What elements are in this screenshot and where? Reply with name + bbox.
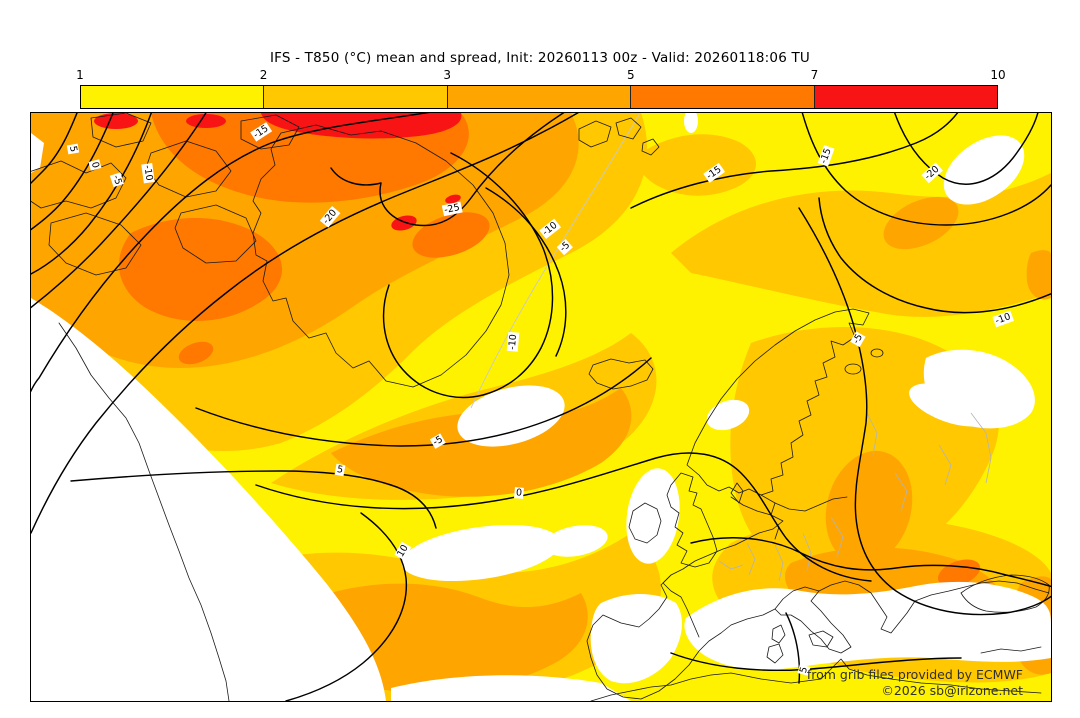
colorbar-segment [81, 86, 265, 108]
colorbar-segment [631, 86, 815, 108]
colorbar-segment [264, 86, 448, 108]
attribution: from grib files provided by ECMWF ©2026 … [807, 667, 1023, 699]
colorbar-tick: 10 [990, 68, 1006, 82]
colorbar-tick: 3 [443, 68, 452, 82]
colorbar: 1 2 3 5 7 10 [76, 68, 1006, 112]
colorbar-tick: 2 [259, 68, 268, 82]
attribution-line2: ©2026 sb@irizone.net [881, 683, 1023, 698]
map-panel: 5 0 -5 -10 -15 -20 -25 -10 -5 -10 -15 -15 -20 -10 -5 -5… [30, 112, 1052, 702]
spread-low-regions [31, 113, 1051, 701]
graticule-line [470, 113, 641, 409]
colorbar-segments [80, 85, 998, 109]
attribution-line1: from grib files provided by ECMWF [806, 667, 1023, 682]
chart-title: IFS - T850 (°C) mean and spread, Init: 2… [269, 50, 811, 66]
colorbar-ticks: 1 2 3 5 7 10 [76, 68, 1005, 84]
temperature-contours [31, 113, 1051, 701]
map-canvas [31, 113, 1051, 701]
colorbar-segment [447, 86, 632, 108]
colorbar-tick: 5 [626, 68, 635, 82]
colorbar-segment [814, 86, 998, 108]
coastlines [31, 113, 1050, 701]
colorbar-tick: 7 [810, 68, 819, 82]
country-borders [718, 412, 992, 582]
colorbar-tick: 1 [76, 68, 84, 82]
